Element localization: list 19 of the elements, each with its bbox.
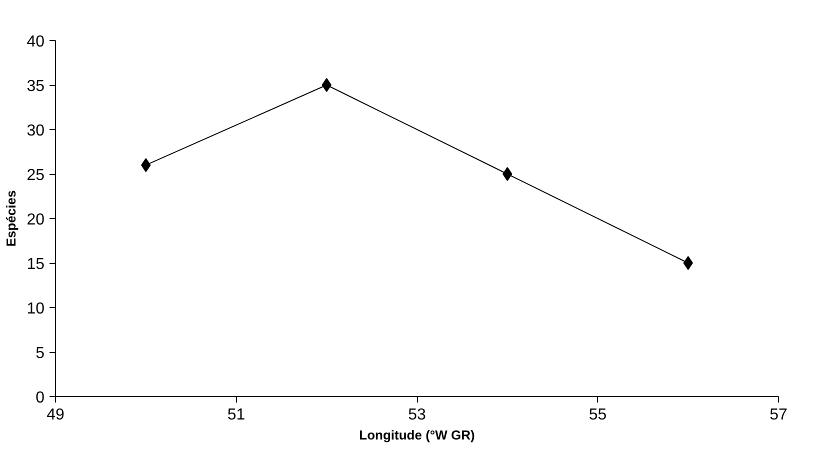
y-tick-label: 10 <box>26 300 45 318</box>
x-tick-label: 57 <box>770 406 788 424</box>
x-axis-title: Longitude (°W GR) <box>359 428 475 442</box>
x-tick-label: 55 <box>588 406 607 424</box>
y-axis-title: Espécies <box>4 190 19 247</box>
y-tick-label: 15 <box>26 256 45 273</box>
y-tick-label: 25 <box>26 167 45 184</box>
x-tick-label: 53 <box>408 406 426 424</box>
y-tick-label: 5 <box>36 345 45 362</box>
y-tick-label: 0 <box>36 390 45 406</box>
point <box>322 78 332 92</box>
y-tick-label: 30 <box>26 122 45 140</box>
point <box>502 167 512 181</box>
y-tick-label: 35 <box>26 78 45 95</box>
point <box>683 256 693 270</box>
x-tick-label: 51 <box>227 406 246 424</box>
y-tick-label: 40 <box>26 34 45 50</box>
x-tick-label: 49 <box>46 406 64 424</box>
y-tick-label: 20 <box>26 212 45 228</box>
